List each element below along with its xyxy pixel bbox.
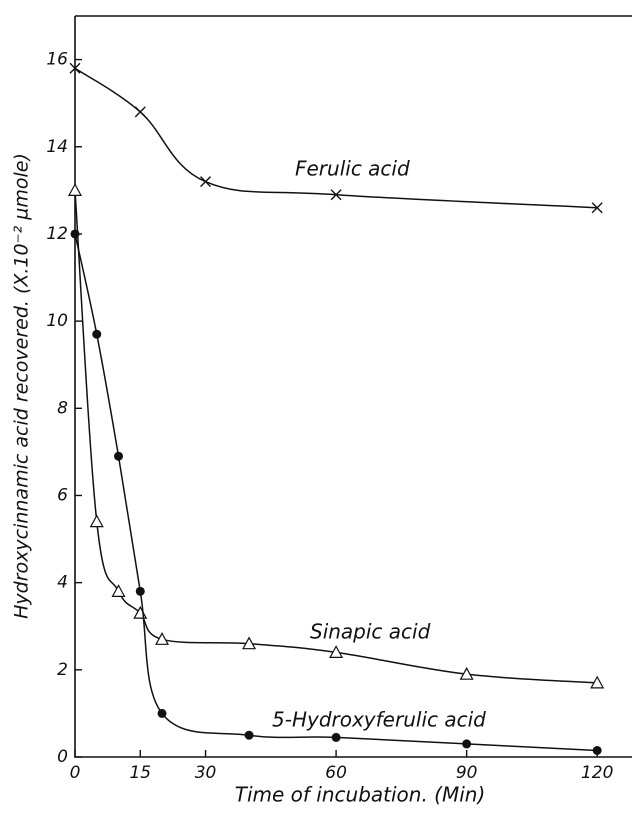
point — [114, 451, 124, 461]
y-axis-label: Hydroxycinnamic acid recovered. (X.10⁻² … — [11, 153, 33, 619]
point — [92, 329, 102, 339]
point — [200, 176, 212, 188]
point — [462, 739, 472, 749]
series-label: Ferulic acid — [295, 157, 410, 181]
y-tick-label: 12 — [46, 224, 68, 244]
point — [157, 708, 167, 718]
series-label: Sinapic acid — [310, 620, 431, 644]
series-line — [74, 190, 598, 684]
y-tick-label: 10 — [46, 311, 68, 331]
y-tick-label: 0 — [57, 747, 68, 767]
point — [329, 645, 344, 658]
point — [331, 732, 341, 742]
point — [67, 183, 83, 196]
point — [89, 514, 104, 528]
point — [135, 586, 145, 596]
axis-frame — [74, 15, 632, 758]
x-tick-label: 15 — [129, 763, 151, 783]
series-label: 5-Hydroxyferulic acid — [272, 708, 486, 732]
x-tick-label: 90 — [456, 763, 478, 783]
x-tick-label: 120 — [581, 763, 613, 783]
point — [69, 62, 81, 74]
point — [591, 202, 603, 214]
y-tick-label: 4 — [57, 573, 68, 593]
x-tick-label: 0 — [70, 763, 81, 783]
point — [111, 584, 126, 597]
y-tick-label: 6 — [57, 485, 68, 505]
x-axis-label: Time of incubation. (Min) — [235, 783, 486, 807]
point — [592, 745, 602, 755]
x-tick-label: 60 — [325, 763, 347, 783]
series-line — [74, 233, 598, 752]
point — [459, 666, 474, 680]
series-line — [74, 67, 598, 209]
point — [242, 636, 257, 650]
y-tick-label: 14 — [46, 137, 68, 157]
y-tick-label: 16 — [46, 50, 68, 70]
y-tick-label: 8 — [57, 398, 68, 418]
point — [244, 730, 254, 740]
x-tick-label: 30 — [195, 763, 217, 783]
point — [70, 229, 80, 239]
point — [330, 189, 342, 201]
point — [134, 106, 146, 118]
point — [590, 675, 605, 689]
point — [155, 632, 170, 645]
y-tick-label: 2 — [57, 660, 68, 680]
